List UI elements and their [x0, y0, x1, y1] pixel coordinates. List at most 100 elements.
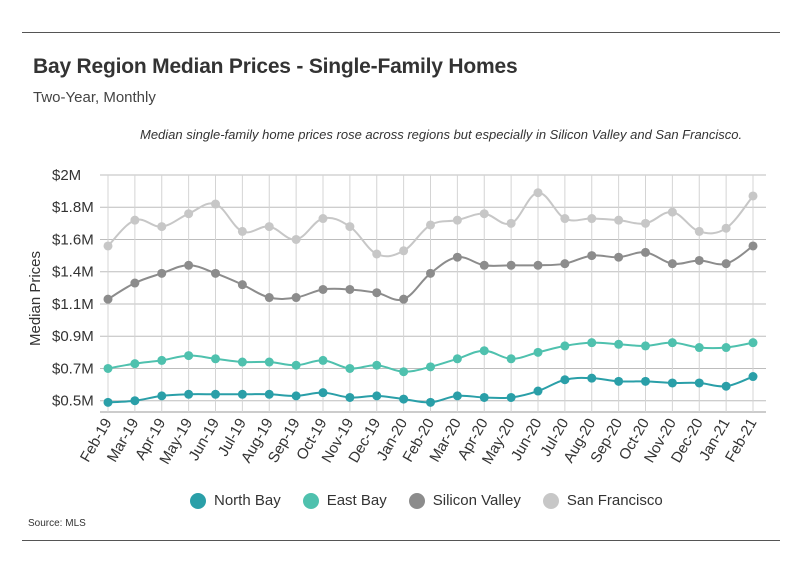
point-san-francisco — [506, 218, 516, 228]
point-north-bay — [103, 397, 113, 407]
y-tick-label: $0.9M — [52, 328, 94, 345]
point-silicon-valley — [130, 278, 140, 288]
point-east-bay — [399, 367, 409, 377]
point-north-bay — [318, 388, 328, 398]
point-san-francisco — [452, 215, 462, 225]
point-silicon-valley — [614, 252, 624, 262]
point-north-bay — [694, 378, 704, 388]
point-north-bay — [372, 391, 382, 401]
point-silicon-valley — [184, 260, 194, 270]
point-north-bay — [479, 392, 489, 402]
point-north-bay — [211, 389, 220, 399]
point-silicon-valley — [641, 247, 650, 257]
point-east-bay — [587, 338, 597, 348]
point-silicon-valley — [426, 268, 435, 278]
y-tick-label: $0.5M — [52, 393, 94, 410]
y-tick-label: $1.4M — [52, 264, 94, 281]
point-north-bay — [452, 391, 462, 401]
point-silicon-valley — [211, 268, 220, 278]
point-silicon-valley — [533, 260, 543, 270]
point-east-bay — [667, 338, 677, 348]
point-east-bay — [157, 355, 167, 365]
point-san-francisco — [264, 222, 274, 232]
point-east-bay — [264, 357, 274, 367]
point-san-francisco — [426, 220, 435, 230]
point-silicon-valley — [721, 259, 731, 269]
point-east-bay — [560, 341, 570, 351]
point-east-bay — [506, 354, 516, 364]
point-san-francisco — [614, 215, 624, 225]
point-north-bay — [614, 376, 624, 386]
point-north-bay — [399, 394, 409, 404]
point-silicon-valley — [452, 252, 462, 262]
point-north-bay — [184, 389, 194, 399]
point-north-bay — [748, 372, 758, 382]
point-silicon-valley — [667, 259, 677, 269]
legend-item-san-francisco: San Francisco — [542, 492, 663, 509]
point-east-bay — [372, 360, 382, 370]
point-silicon-valley — [479, 260, 489, 270]
legend-label: East Bay — [326, 492, 387, 509]
point-san-francisco — [721, 223, 731, 233]
point-north-bay — [264, 389, 274, 399]
point-east-bay — [641, 341, 650, 351]
point-silicon-valley — [345, 284, 355, 294]
point-north-bay — [291, 391, 301, 401]
bottom-rule — [22, 540, 780, 541]
point-east-bay — [479, 346, 489, 356]
point-east-bay — [533, 347, 543, 357]
legend-marker-east-bay — [302, 492, 319, 509]
legend-item-north-bay: North Bay — [190, 492, 281, 509]
point-east-bay — [614, 339, 624, 349]
point-north-bay — [560, 375, 570, 385]
point-north-bay — [157, 391, 167, 401]
point-san-francisco — [291, 234, 301, 244]
legend-item-silicon-valley: Silicon Valley — [408, 492, 521, 509]
point-silicon-valley — [506, 260, 516, 270]
source-note: Source: MLS — [28, 518, 86, 529]
point-silicon-valley — [103, 294, 113, 304]
point-silicon-valley — [157, 268, 167, 278]
point-silicon-valley — [372, 288, 382, 298]
point-east-bay — [291, 360, 301, 370]
point-east-bay — [318, 355, 328, 365]
point-silicon-valley — [748, 241, 758, 251]
chart-subtitle: Two-Year, Monthly — [33, 89, 156, 106]
point-east-bay — [184, 351, 194, 361]
point-silicon-valley — [291, 293, 301, 303]
legend-marker-silicon-valley — [408, 492, 425, 509]
point-silicon-valley — [399, 294, 409, 304]
top-rule — [22, 32, 780, 33]
point-san-francisco — [103, 241, 113, 251]
legend-item-east-bay: East Bay — [302, 492, 387, 509]
point-north-bay — [426, 397, 435, 407]
point-san-francisco — [694, 226, 704, 236]
point-east-bay — [211, 354, 220, 364]
point-san-francisco — [479, 209, 489, 219]
legend-label: North Bay — [214, 492, 281, 509]
point-silicon-valley — [694, 255, 704, 265]
chart-title: Bay Region Median Prices - Single-Family… — [33, 55, 518, 78]
point-north-bay — [641, 376, 650, 386]
point-silicon-valley — [587, 251, 597, 261]
point-san-francisco — [237, 226, 247, 236]
point-san-francisco — [533, 188, 543, 198]
y-tick-label: $1.1M — [52, 296, 94, 313]
point-north-bay — [237, 389, 247, 399]
point-east-bay — [426, 362, 435, 372]
point-san-francisco — [318, 214, 328, 224]
y-tick-label: $0.7M — [52, 360, 94, 377]
point-north-bay — [130, 396, 140, 406]
point-north-bay — [506, 392, 516, 402]
point-north-bay — [721, 381, 731, 391]
y-axis-label: Median Prices — [27, 251, 44, 346]
point-san-francisco — [641, 218, 650, 228]
legend-marker-north-bay — [190, 492, 206, 509]
point-san-francisco — [587, 214, 597, 224]
point-east-bay — [345, 363, 355, 373]
point-north-bay — [587, 373, 597, 383]
point-east-bay — [452, 354, 462, 364]
point-east-bay — [237, 357, 247, 367]
point-silicon-valley — [318, 284, 328, 294]
